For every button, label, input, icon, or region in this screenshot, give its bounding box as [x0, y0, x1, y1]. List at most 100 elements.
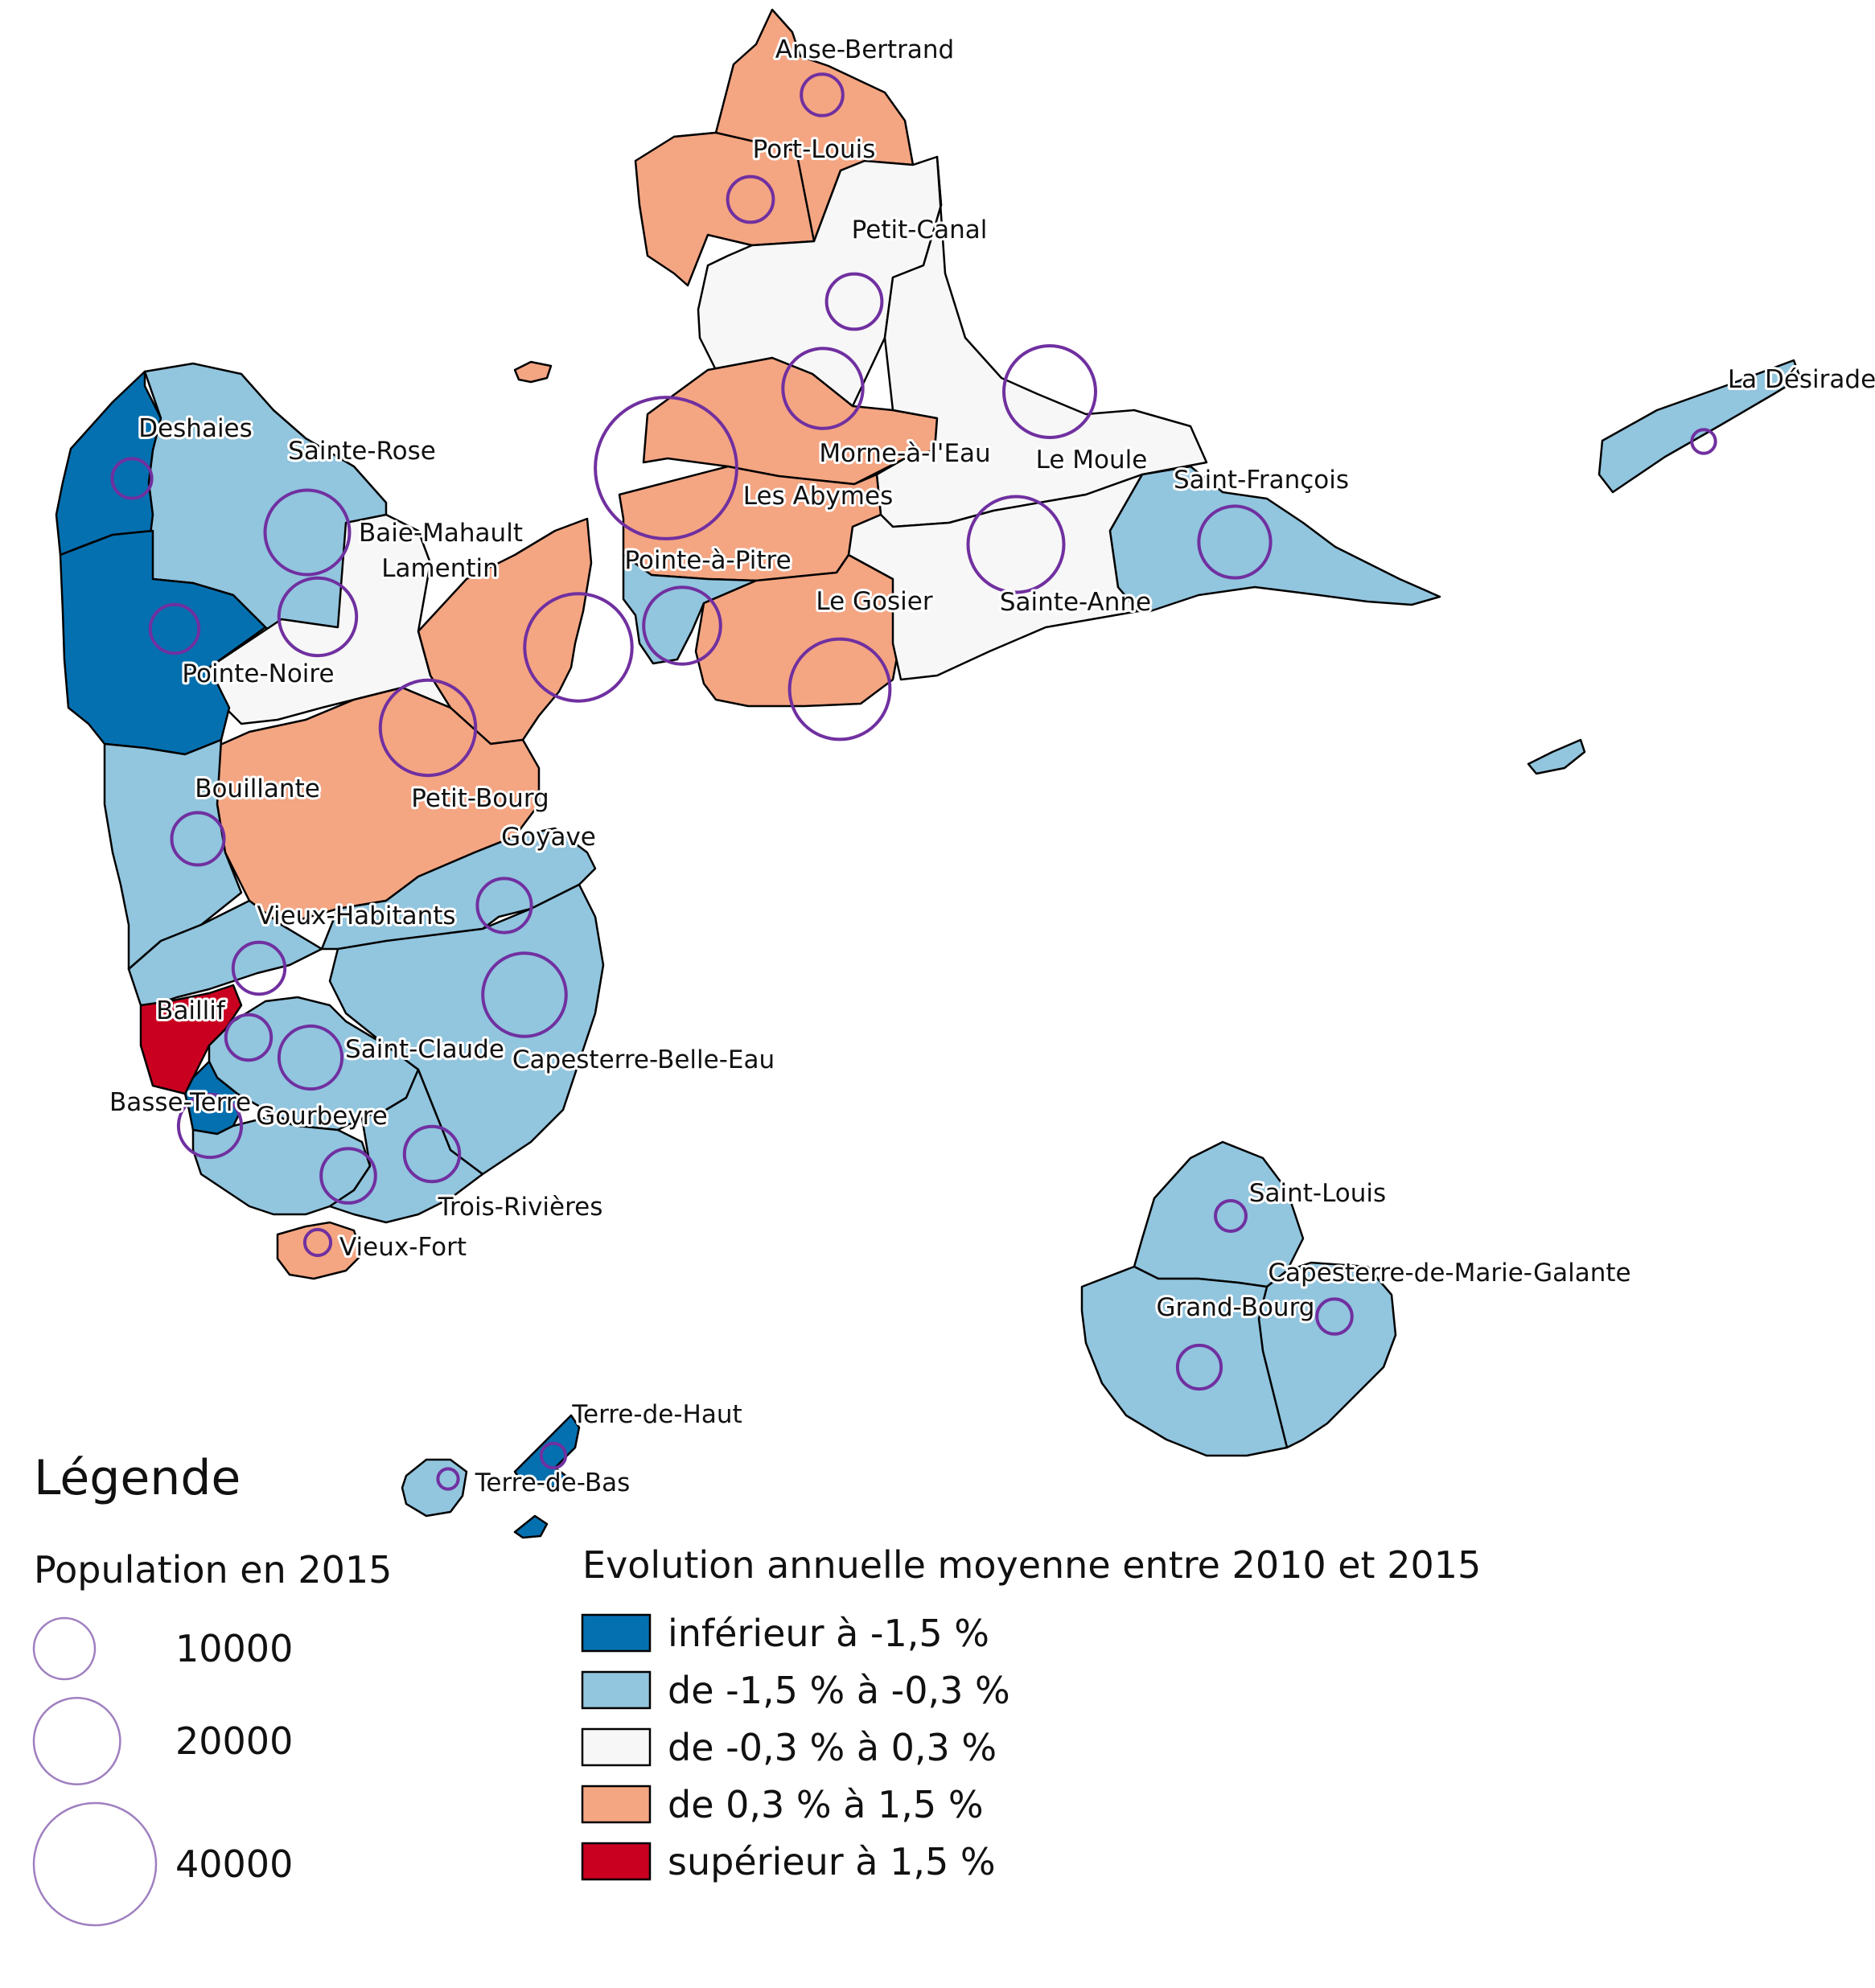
- legend-size-label-10000: 10000: [175, 1627, 293, 1670]
- label-grand-bourg: Grand-Bourg: [1157, 1293, 1315, 1322]
- label-trois-rivieres: Trois-Rivières: [438, 1193, 603, 1222]
- label-le-moule: Le Moule: [1036, 446, 1148, 474]
- legend-title: Légende: [34, 1450, 241, 1506]
- bubble-anse-bertrand: [800, 72, 845, 117]
- legend-class-label-1: inférieur à -1,5 %: [668, 1612, 989, 1655]
- label-capesterre-de-marie-galante: Capesterre-de-Marie-Galante: [1268, 1259, 1630, 1288]
- bubble-gourbeyre: [319, 1147, 377, 1205]
- bubble-pointe-noire: [148, 602, 201, 655]
- bubble-vieux-fort: [302, 1227, 333, 1258]
- legend-class-label-2: de -1,5 % à -0,3 %: [668, 1669, 1010, 1712]
- bubble-goyave: [475, 877, 533, 934]
- bubble-morne-a-l-eau: [781, 347, 865, 430]
- label-port-louis: Port-Louis: [753, 135, 876, 164]
- label-baie-mahault: Baie-Mahault: [359, 519, 523, 548]
- legend-class-label-5: supérieur à 1,5 %: [668, 1840, 996, 1883]
- bubble-les-abymes: [594, 396, 738, 540]
- bubble-trois-rivieres: [402, 1124, 462, 1184]
- legend-size-label-20000: 20000: [175, 1719, 293, 1763]
- label-le-gosier: Le Gosier: [816, 587, 932, 616]
- commune-terre-de-haut[interactable]: [513, 1414, 581, 1489]
- label-les-abymes: Les Abymes: [743, 482, 893, 511]
- bubble-sainte-rose: [263, 488, 352, 577]
- legend-size-circle-20000: [32, 1697, 121, 1785]
- commune-basse-terre[interactable]: [183, 1060, 243, 1136]
- legend-swatch-4: [581, 1785, 652, 1824]
- label-saint-louis: Saint-Louis: [1249, 1179, 1386, 1208]
- bubble-lamentin: [277, 576, 359, 658]
- bubble-bouillante: [170, 811, 226, 867]
- islet-shape-1: [513, 360, 553, 384]
- legend-swatch-2: [581, 1670, 652, 1710]
- bubble-capesterre-de-marie-galante: [1315, 1297, 1354, 1336]
- bubble-petit-bourg: [378, 678, 478, 778]
- label-saint-claude: Saint-Claude: [345, 1035, 504, 1064]
- legend-color-items: inférieur à -1,5 % de -1,5 % à -0,3 % de -…: [581, 1612, 1010, 1883]
- islet-shape-2: [1527, 738, 1586, 775]
- legend-class-label-4: de 0,3 % à 1,5 %: [668, 1783, 984, 1826]
- label-gourbeyre: Gourbeyre: [256, 1102, 388, 1131]
- bubble-saint-louis: [1214, 1199, 1248, 1233]
- legend-swatch-1: [581, 1613, 652, 1653]
- bubble-basse-terre: [176, 1092, 244, 1160]
- legend: Légende Population en 2015 Evolution ann…: [32, 1450, 1481, 1927]
- label-morne-a-l-eau: Morne-à-l'Eau: [819, 439, 990, 468]
- commune-polygons: [55, 8, 1802, 1539]
- bubble-pointe-a-pitre: [642, 585, 722, 666]
- label-saint-francois: Saint-François: [1174, 466, 1349, 495]
- label-la-desirade: La Désirade: [1728, 365, 1875, 394]
- label-vieux-fort: Vieux-Fort: [339, 1233, 467, 1262]
- label-basse-terre: Basse-Terre: [109, 1088, 251, 1117]
- legend-color-title: Evolution annuelle moyenne entre 2010 et…: [582, 1543, 1481, 1587]
- bubble-baillif: [224, 1012, 273, 1062]
- commune-le-gosier[interactable]: [694, 553, 903, 708]
- commune-port-louis[interactable]: [634, 131, 816, 287]
- label-vieux-habitants: Vieux-Habitants: [257, 902, 455, 930]
- bubble-port-louis: [726, 175, 775, 224]
- label-deshaies: Deshaies: [138, 414, 253, 443]
- label-terre-de-haut: Terre-de-Haut: [571, 1400, 742, 1429]
- bubble-le-moule: [1002, 344, 1097, 439]
- label-pointe-noire: Pointe-Noire: [182, 659, 334, 688]
- legend-size-items: 10000 20000 40000: [32, 1616, 293, 1927]
- bubble-saint-francois: [1197, 504, 1273, 580]
- bubble-petit-canal: [824, 272, 884, 331]
- label-petit-canal: Petit-Canal: [852, 216, 988, 244]
- commune-grand-bourg[interactable]: [1080, 1265, 1289, 1457]
- legend-size-title: Population en 2015: [34, 1548, 392, 1592]
- legend-size-circle-40000: [32, 1801, 158, 1927]
- population-bubbles: [110, 72, 1717, 1491]
- label-capesterre-belle-eau: Capesterre-Belle-Eau: [512, 1045, 775, 1074]
- label-pointe-a-pitre: Pointe-à-Pitre: [624, 546, 791, 575]
- label-anse-bertrand: Anse-Bertrand: [775, 35, 954, 64]
- bubble-sainte-anne: [966, 495, 1066, 594]
- bubble-capesterre-belle-eau: [481, 951, 568, 1038]
- label-lamentin: Lamentin: [381, 554, 499, 583]
- legend-size-label-40000: 40000: [175, 1842, 293, 1886]
- label-terre-de-bas: Terre-de-Bas: [475, 1468, 631, 1497]
- commune-vieux-fort[interactable]: [276, 1221, 364, 1280]
- label-baillif: Baillif: [156, 996, 226, 1025]
- legend-class-label-3: de -0,3 % à 0,3 %: [668, 1726, 997, 1769]
- bubble-baie-mahault: [523, 592, 634, 703]
- label-goyave: Goyave: [501, 823, 596, 852]
- commune-la-desirade[interactable]: [1597, 359, 1802, 494]
- legend-swatch-3: [581, 1727, 652, 1767]
- bubble-saint-claude: [277, 1024, 344, 1091]
- commune-pointe-noire[interactable]: [59, 529, 267, 756]
- bubble-deshaies: [110, 457, 154, 500]
- commune-saint-francois[interactable]: [1108, 465, 1441, 613]
- legend-swatch-5: [581, 1842, 652, 1881]
- label-sainte-anne: Sainte-Anne: [1000, 588, 1151, 617]
- bubble-la-desirade: [1690, 428, 1717, 455]
- bubble-vieux-habitants: [231, 940, 287, 996]
- label-bouillante: Bouillante: [195, 774, 320, 803]
- label-petit-bourg: Petit-Bourg: [411, 784, 549, 813]
- commune-terre-de-bas[interactable]: [401, 1458, 468, 1518]
- bubble-grand-bourg: [1175, 1343, 1223, 1391]
- commune-pointe-a-pitre[interactable]: [622, 553, 758, 665]
- bubble-le-gosier: [787, 637, 892, 741]
- commune-labels: Anse-Bertrand Port-Louis Petit-Canal Morne-…: [107, 33, 1875, 1500]
- bubble-terre-de-haut: [539, 1441, 568, 1470]
